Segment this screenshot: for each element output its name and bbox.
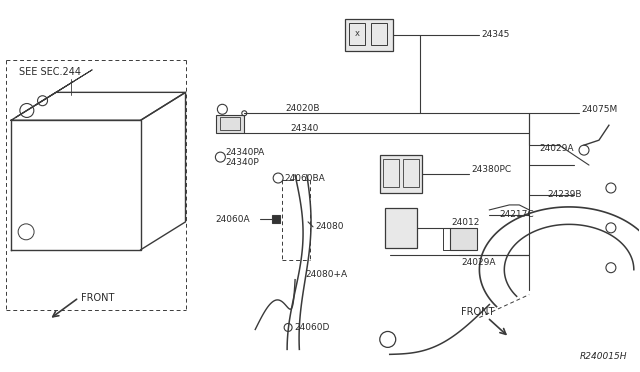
Bar [345, 19, 393, 51]
Text: SEE SEC.244: SEE SEC.244 [19, 67, 81, 77]
Bar [216, 115, 244, 133]
Text: 24075M: 24075M [581, 105, 617, 114]
Text: 24080+A: 24080+A [305, 270, 347, 279]
Text: 24060BA: 24060BA [284, 173, 325, 183]
Bar [220, 117, 240, 130]
Text: 24060D: 24060D [294, 323, 330, 332]
Text: 24217C: 24217C [499, 211, 534, 219]
Bar [449, 228, 477, 250]
Text: R240015H: R240015H [579, 352, 627, 361]
Bar [349, 23, 365, 45]
Text: 24340: 24340 [290, 124, 319, 133]
Text: x: x [355, 29, 360, 38]
Bar [383, 159, 399, 187]
Bar [272, 215, 280, 223]
Text: 24029A: 24029A [461, 258, 496, 267]
Bar [371, 23, 387, 45]
Text: 24080: 24080 [315, 222, 344, 231]
Text: 24239B: 24239B [547, 190, 582, 199]
Text: FRONT: FRONT [81, 293, 115, 302]
Text: 24340PA: 24340PA [225, 148, 264, 157]
Text: 24012: 24012 [451, 218, 480, 227]
Text: 24345: 24345 [481, 30, 510, 39]
Text: 24340P: 24340P [225, 158, 259, 167]
Bar [403, 159, 419, 187]
Text: 24029A: 24029A [539, 144, 573, 153]
Bar [380, 155, 422, 193]
Text: 24060A: 24060A [216, 215, 250, 224]
Text: 24380PC: 24380PC [472, 164, 511, 174]
Text: FRONT: FRONT [461, 307, 495, 317]
Bar [385, 208, 417, 248]
Text: 24020B: 24020B [285, 104, 319, 113]
